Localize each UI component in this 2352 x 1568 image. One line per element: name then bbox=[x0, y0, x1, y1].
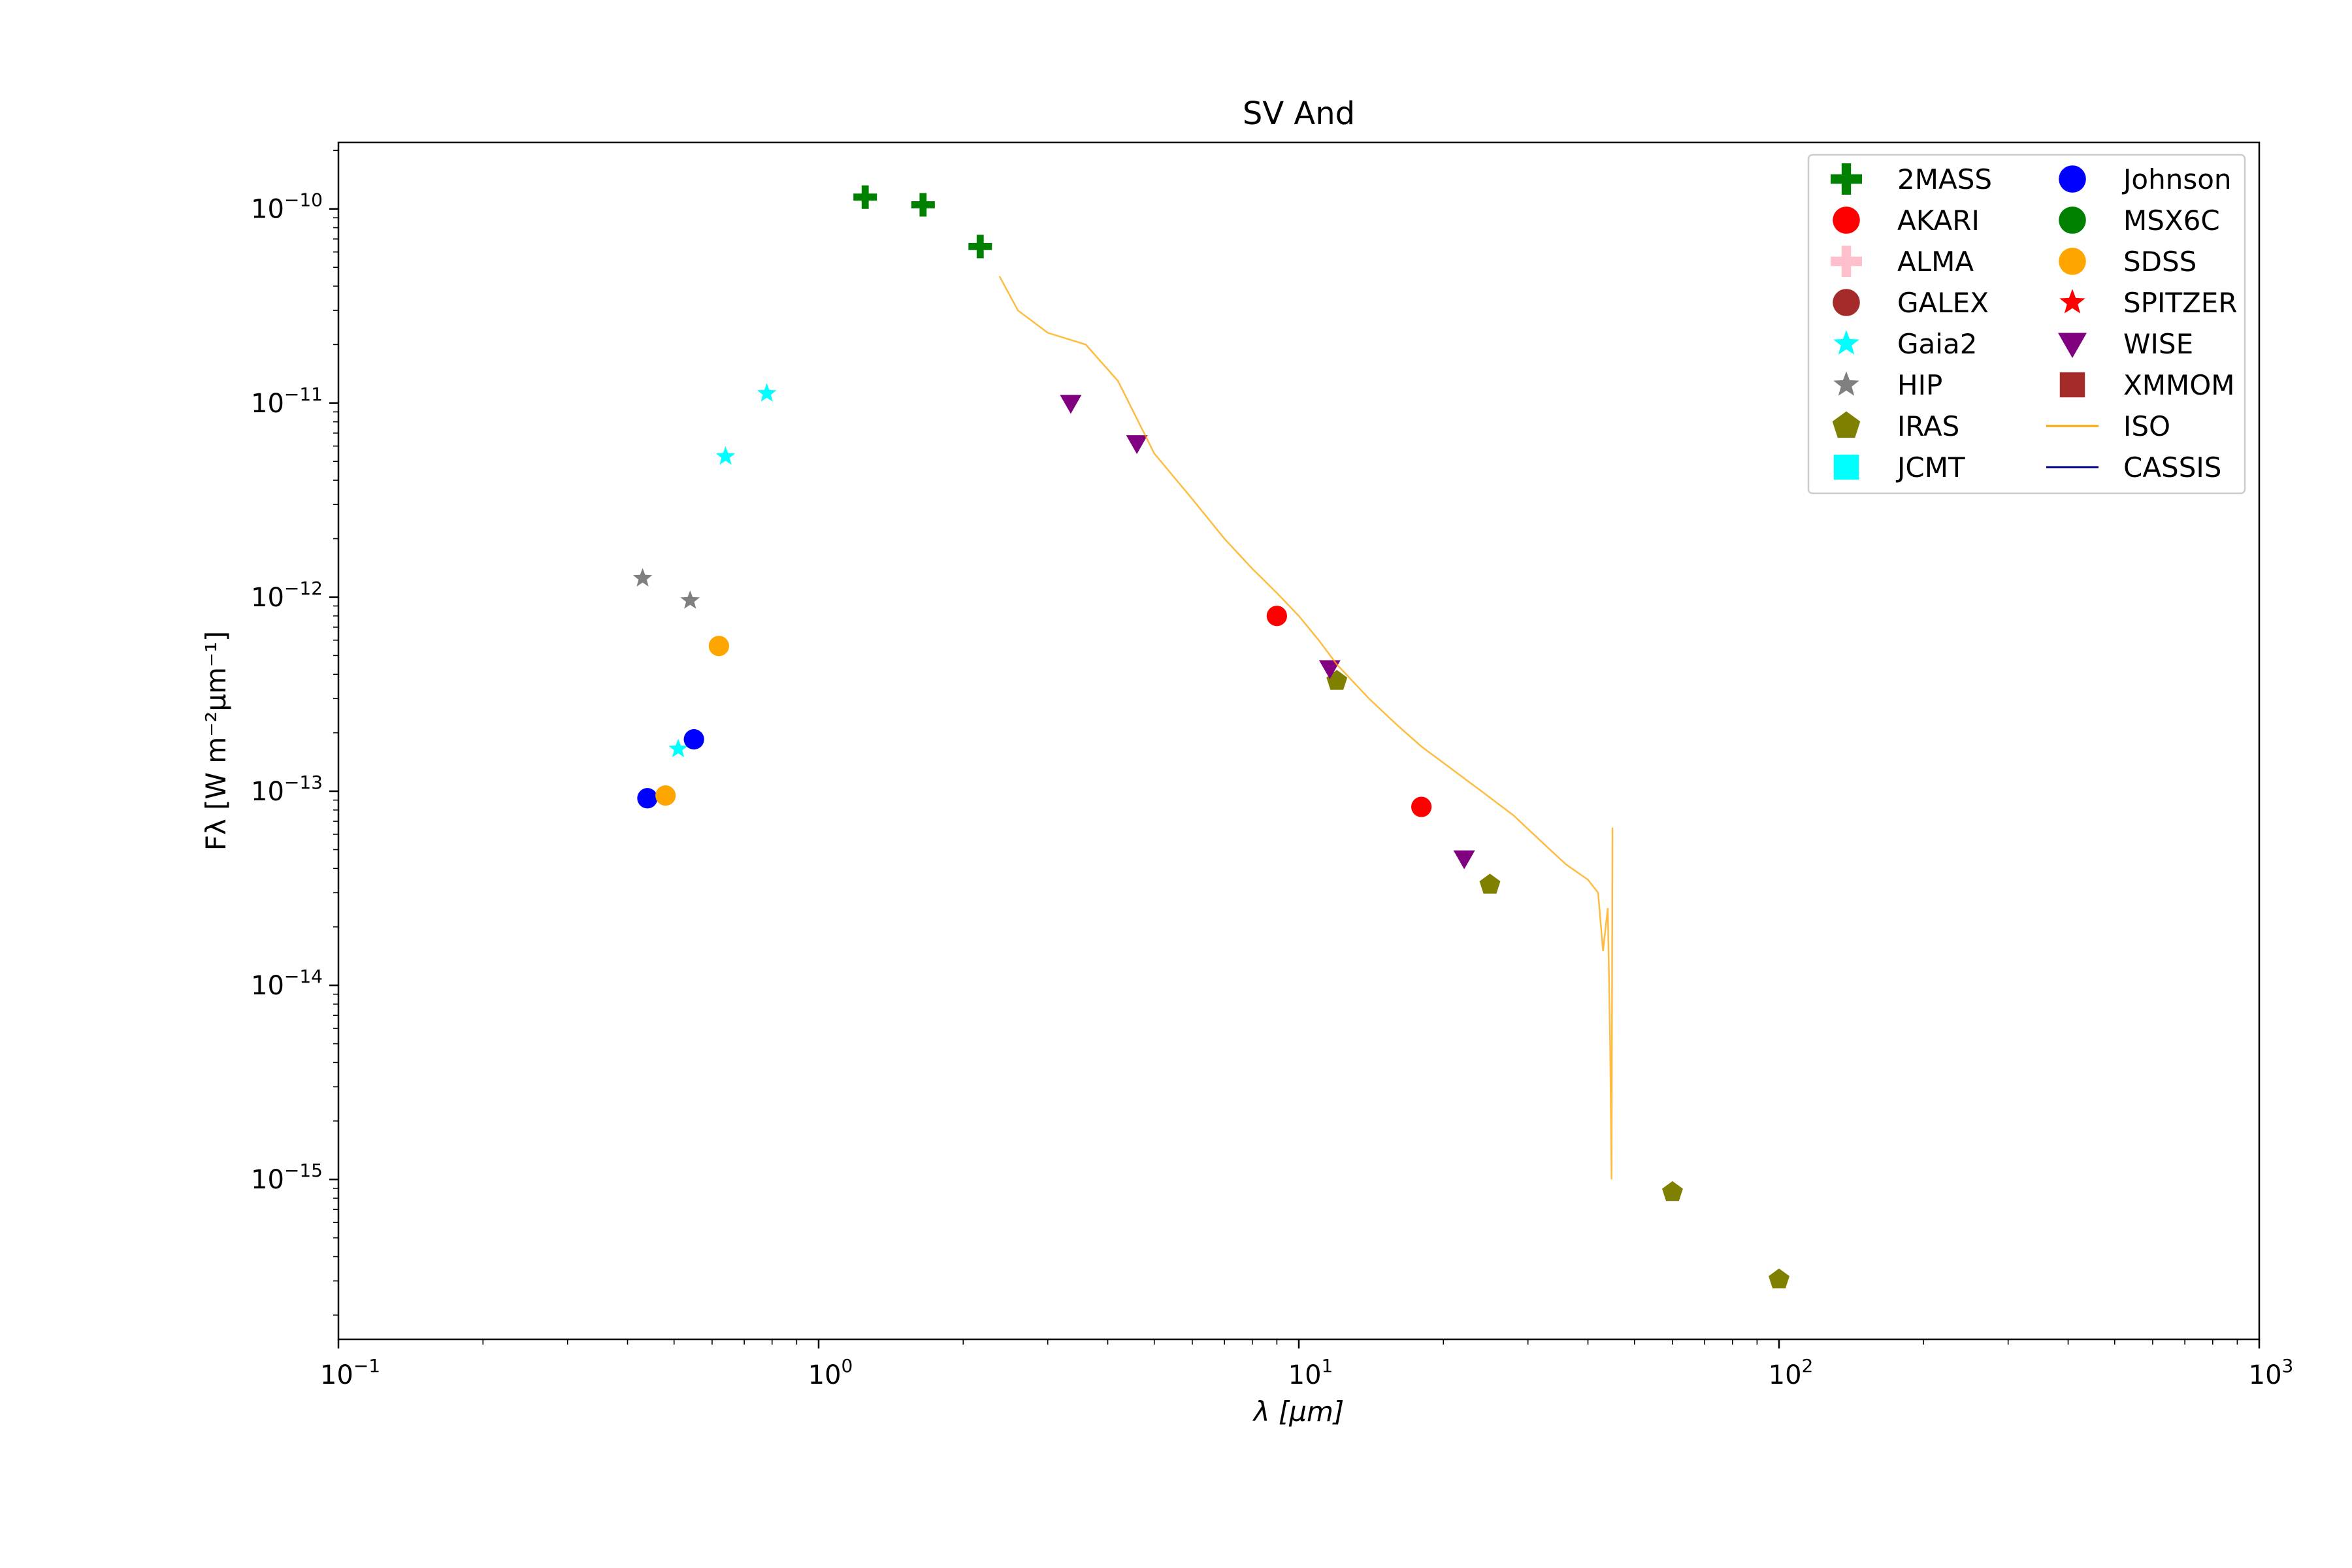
y-tick-label: 10−12 bbox=[251, 578, 323, 613]
johnson-point bbox=[637, 788, 658, 809]
2mass-point bbox=[911, 193, 935, 217]
2mass-point bbox=[853, 185, 877, 209]
hip-point bbox=[680, 590, 700, 609]
x-tick-label: 100 bbox=[808, 1355, 853, 1390]
wise-point bbox=[1318, 660, 1341, 679]
legend-label-cassis: CASSIS bbox=[2123, 451, 2221, 483]
y-tick-label: 10−13 bbox=[251, 772, 323, 807]
iras-point bbox=[1662, 1181, 1683, 1201]
iras-point bbox=[1769, 1268, 1789, 1288]
sdss-point bbox=[708, 636, 730, 657]
legend-marker-johnson bbox=[2059, 165, 2086, 193]
legend-label-iras: IRAS bbox=[1897, 410, 1959, 442]
x-tick-label: 103 bbox=[2249, 1355, 2294, 1390]
x-axis-title: λ [μm] bbox=[1252, 1396, 1345, 1428]
legend-label-msx6c: MSX6C bbox=[2123, 204, 2220, 237]
y-axis-title: Fλ [W m⁻²μm⁻¹] bbox=[200, 631, 232, 851]
legend-label-alma: ALMA bbox=[1897, 246, 1974, 278]
legend-label-johnson: Johnson bbox=[2121, 163, 2232, 195]
x-tick-label: 101 bbox=[1288, 1355, 1333, 1390]
johnson-point bbox=[683, 729, 704, 750]
legend-label-gaia2: Gaia2 bbox=[1897, 328, 1977, 360]
legend-label-jcmt: JCMT bbox=[1895, 451, 1965, 483]
y-tick-label: 10−14 bbox=[251, 966, 323, 1001]
legend-marker-alma bbox=[1831, 246, 1862, 277]
legend-label-akari: AKARI bbox=[1897, 204, 1980, 237]
legend-marker-akari bbox=[1833, 206, 1860, 234]
x-tick-label: 102 bbox=[1769, 1355, 1814, 1390]
axis-ticks: 10−1 100 101 102 103 10−10 10−11 10−12 10−13 10−1… bbox=[251, 150, 2293, 1390]
legend-marker-hip bbox=[1833, 371, 1859, 396]
wise-point bbox=[1453, 850, 1475, 870]
chart-title: SV And bbox=[1243, 95, 1355, 132]
y-tick-label: 10−15 bbox=[251, 1160, 323, 1195]
iras-point bbox=[1479, 874, 1501, 894]
gaia2-point bbox=[757, 383, 777, 402]
legend-marker-gaia2 bbox=[1833, 330, 1859, 355]
legend-label-galex: GALEX bbox=[1897, 287, 1989, 319]
wise-point bbox=[1126, 435, 1148, 455]
sdss-point bbox=[655, 785, 676, 806]
legend-box bbox=[1807, 154, 2246, 495]
y-tick-label: 10−10 bbox=[251, 189, 323, 225]
legend: 2MASS AKARI ALMA GALEX Gaia2 HIP IRAS JCMT Johns… bbox=[1807, 154, 2246, 495]
gaia2-point bbox=[715, 446, 736, 465]
legend-marker-msx6c bbox=[2059, 206, 2086, 234]
legend-label-xmmom: XMMOM bbox=[2123, 369, 2235, 401]
legend-marker-2mass bbox=[1831, 163, 1862, 195]
legend-marker-spitzer bbox=[2059, 289, 2085, 314]
legend-marker-jcmt bbox=[1833, 454, 1859, 480]
legend-marker-wise bbox=[2058, 333, 2087, 358]
legend-label-2mass: 2MASS bbox=[1897, 163, 1992, 195]
legend-label-spitzer: SPITZER bbox=[2123, 287, 2238, 319]
legend-label-wise: WISE bbox=[2123, 328, 2193, 360]
hip-point bbox=[632, 568, 653, 587]
plot-marks bbox=[632, 185, 1789, 1288]
legend-label-hip: HIP bbox=[1897, 369, 1942, 401]
x-tick-label: 10−1 bbox=[320, 1355, 380, 1390]
wise-point bbox=[1060, 395, 1082, 414]
legend-label-iso: ISO bbox=[2123, 410, 2170, 442]
legend-label-sdss: SDSS bbox=[2123, 246, 2197, 278]
y-tick-label: 10−11 bbox=[251, 384, 323, 419]
iso-spectrum-line bbox=[998, 276, 1614, 1180]
akari-point bbox=[1411, 796, 1432, 817]
legend-marker-xmmom bbox=[2059, 372, 2085, 398]
legend-marker-sdss bbox=[2059, 248, 2086, 275]
legend-marker-iras bbox=[1832, 411, 1861, 438]
akari-point bbox=[1266, 606, 1287, 627]
gaia2-point bbox=[668, 738, 688, 757]
legend-marker-galex bbox=[1833, 289, 1860, 316]
2mass-point bbox=[968, 235, 992, 259]
